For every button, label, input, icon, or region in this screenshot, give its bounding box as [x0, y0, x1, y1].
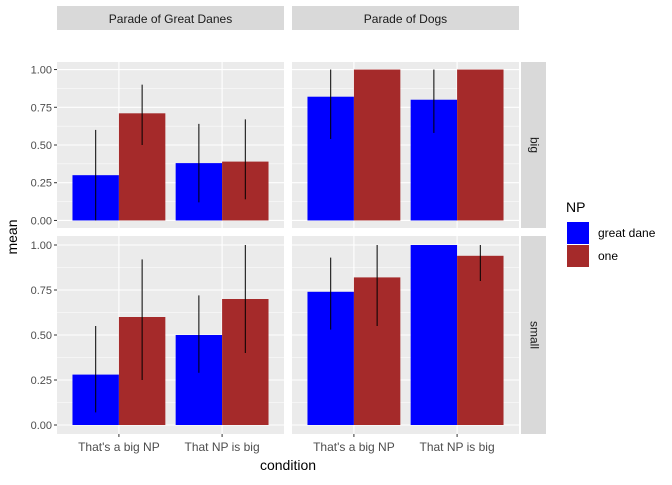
legend-label: one — [598, 249, 618, 263]
y-tick-label: 0.75 — [31, 285, 52, 297]
y-axis-title: mean — [4, 219, 20, 254]
col-strip-label: Parade of Dogs — [364, 12, 447, 26]
y-tick-label: 0.00 — [31, 420, 52, 432]
strips-layer: Parade of Great Danes Parade of Dogs big sm… — [57, 6, 546, 434]
legend-entry: one — [567, 245, 618, 267]
legend-title: NP — [566, 199, 585, 215]
panel — [292, 62, 519, 228]
row-strip: big — [521, 62, 546, 228]
col-strip: Parade of Great Danes — [57, 6, 284, 30]
y-tick-label: 0.00 — [31, 215, 52, 227]
y-tick-label: 0.75 — [31, 102, 52, 114]
panel — [292, 236, 519, 434]
axes-layer: 0.00 0.25 0.50 0.75 1.00 0.00 0.25 0.50 0.75 1.00… — [31, 65, 495, 454]
bar — [457, 69, 504, 221]
panel — [57, 236, 284, 434]
row-strip-label: big — [527, 137, 541, 153]
legend-swatch — [567, 245, 589, 267]
y-tick-label: 1.00 — [31, 65, 52, 77]
x-tick-label: That's a big NP — [313, 440, 395, 454]
y-tick-label: 1.00 — [31, 240, 52, 252]
col-strip-label: Parade of Great Danes — [109, 12, 232, 26]
bar — [353, 69, 401, 221]
bar — [457, 255, 504, 425]
panels-layer — [57, 62, 519, 434]
legend-label: great dane — [598, 226, 656, 240]
col-strip-bg — [57, 6, 284, 30]
col-strip-bg — [292, 6, 519, 30]
x-tick-label: That NP is big — [420, 440, 495, 454]
panel — [57, 62, 284, 228]
row-strip-bg — [521, 62, 546, 228]
row-strip: small — [521, 236, 546, 434]
x-tick-label: That NP is big — [185, 440, 260, 454]
y-tick-label: 0.25 — [31, 375, 52, 387]
x-axis-title: condition — [260, 457, 316, 473]
legend-entries: great dane one — [567, 222, 656, 267]
col-strip: Parade of Dogs — [292, 6, 519, 30]
y-tick-label: 0.25 — [31, 178, 52, 190]
row-strip-label: small — [527, 321, 541, 349]
bar — [410, 245, 458, 425]
y-tick-label: 0.50 — [31, 330, 52, 342]
y-tick-label: 0.50 — [31, 140, 52, 152]
row-strip-bg — [521, 236, 546, 434]
legend: NP great dane one — [566, 199, 656, 267]
legend-entry: great dane — [567, 222, 656, 244]
legend-swatch — [567, 222, 589, 244]
x-tick-label: That's a big NP — [78, 440, 160, 454]
